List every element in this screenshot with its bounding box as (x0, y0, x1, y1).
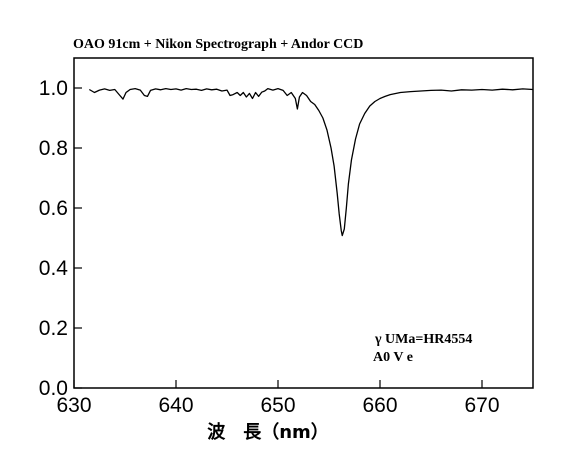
chart-title: OAO 91cm + Nikon Spectrograph + Andor CC… (73, 37, 363, 52)
x-axis-label: 波 長（nm） (207, 421, 329, 443)
y-tick-label: 0.2 (39, 317, 68, 340)
x-tick-label: 650 (260, 394, 295, 417)
x-tick-label: 640 (158, 394, 193, 417)
y-tick-label: 0.6 (39, 197, 68, 220)
y-tick-label: 0.4 (39, 257, 69, 280)
x-tick-label: 660 (362, 394, 397, 417)
y-tick-label: 1.0 (39, 77, 68, 100)
star-id-annotation: γ UMa=HR4554 (374, 332, 472, 347)
spectral-type-annotation: A0 V e (373, 350, 413, 365)
x-tick-label: 670 (464, 394, 499, 417)
x-axis: 630 640 650 660 670 (56, 380, 500, 417)
x-tick-label: 630 (56, 394, 91, 417)
plot-frame (73, 57, 534, 389)
y-tick-label: 0.8 (39, 137, 68, 160)
spectrum-line-series (88, 87, 534, 237)
y-tick-label: 0.0 (39, 377, 68, 400)
y-axis: 0.0 0.2 0.4 0.6 0.8 1.0 (39, 77, 82, 400)
